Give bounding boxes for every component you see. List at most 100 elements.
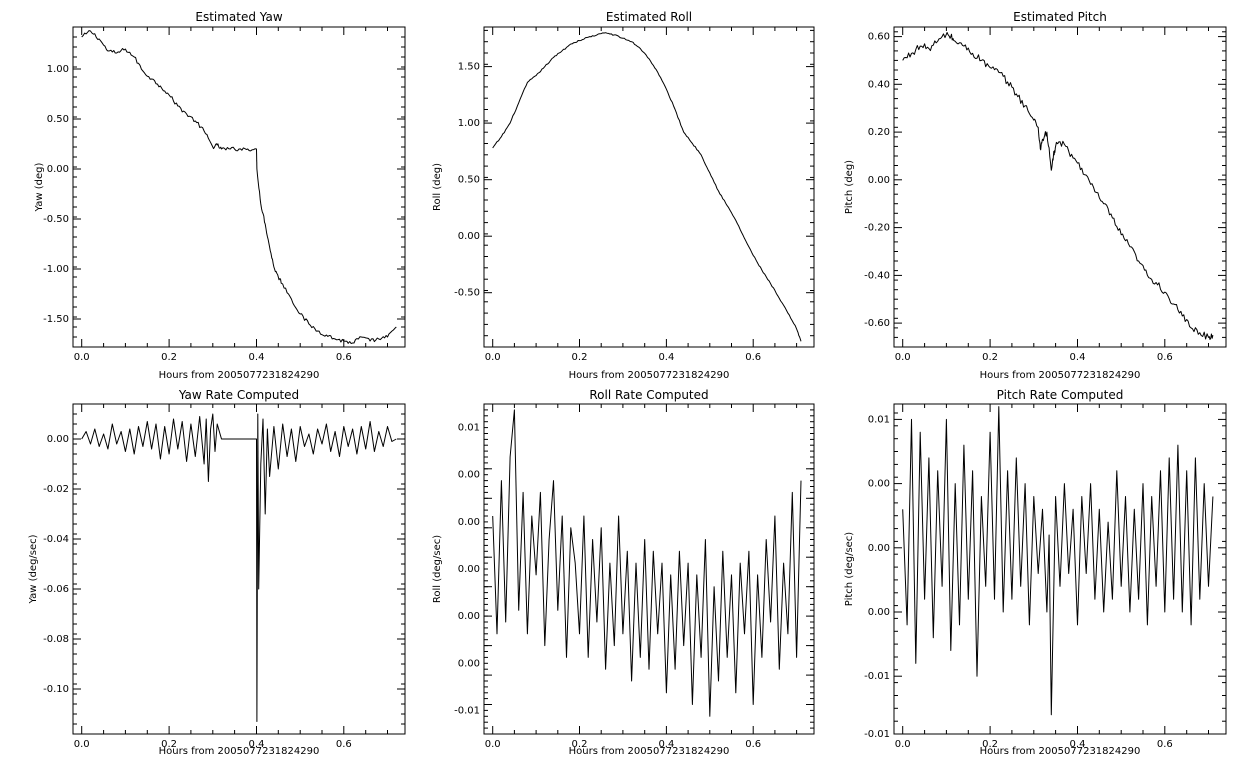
plot-frame: [72, 26, 406, 348]
y-tick-label: -0.60: [864, 318, 890, 329]
plot-frame: [483, 26, 815, 348]
y-tick-label: 0.00: [47, 434, 69, 445]
x-tick-label: 0.4: [658, 352, 674, 363]
tick-group: 0.0 0.2 0.4 0.6 0.00 -0.02 -0.04 -0.06 -0.08 -0.1…: [43, 404, 405, 750]
x-tick-label: 0.0: [485, 739, 501, 750]
y-tick-label: 0.50: [47, 114, 69, 125]
y-tick-label: 0.01: [868, 414, 890, 425]
chart-title: Pitch Rate Computed: [997, 388, 1124, 402]
y-tick-label: 0.00: [47, 164, 69, 175]
plot-frame: [72, 403, 406, 735]
y-tick-label: -0.06: [43, 584, 69, 595]
tick-group: 0.0 0.2 0.4 0.6 0.01 0.00 0.00 0.00 0.00 0.00 -0.0…: [454, 404, 814, 750]
panel-estimated-yaw: Estimated Yaw Hours from 200507723182429…: [34, 10, 406, 381]
y-axis-label: Roll (deg/sec): [432, 535, 443, 603]
x-tick-label: 0.6: [336, 352, 352, 363]
series-line: [902, 32, 1214, 340]
y-tick-label: -0.02: [43, 484, 69, 495]
tick-group: 0.0 0.2 0.4 0.6 0.60 0.40 0.20 0.00 -0.20 -0.40 -0…: [864, 27, 1226, 363]
y-tick-label: 0.00: [868, 607, 890, 618]
y-tick-label: 0.01: [458, 423, 480, 434]
plot-frame: [893, 403, 1227, 735]
y-tick-label: 0.00: [868, 175, 890, 186]
plot-frame: [893, 26, 1227, 348]
y-tick-label: 0.60: [868, 32, 890, 43]
x-axis-label: Hours from 2005077231824290: [159, 370, 320, 381]
y-tick-label: -0.08: [43, 634, 69, 645]
x-tick-label: 0.6: [1157, 739, 1173, 750]
x-tick-label: 0.0: [74, 352, 90, 363]
x-tick-label: 0.2: [982, 739, 998, 750]
tick-group: 0.0 0.2 0.4 0.6 1.00 0.50 0.00 -0.50 -1.00 -1.50: [43, 27, 405, 363]
x-tick-label: 0.6: [745, 739, 761, 750]
x-tick-label: 0.2: [161, 352, 177, 363]
x-axis-label: Hours from 2005077231824290: [159, 746, 320, 757]
y-tick-label: -0.40: [864, 270, 890, 281]
panel-yaw-rate-computed: Yaw Rate Computed Hours from 20050772318…: [28, 388, 406, 757]
x-tick-label: 0.6: [1157, 352, 1173, 363]
panel-estimated-roll: Estimated Roll Hours from 20050772318242…: [432, 10, 815, 381]
y-tick-label: 1.00: [458, 118, 480, 129]
y-tick-label: 0.50: [458, 175, 480, 186]
tick-group: 0.0 0.2 0.4 0.6 0.01 0.00 0.00 0.00 -0.01 -0.01: [864, 404, 1226, 750]
y-tick-label: 0.00: [458, 658, 480, 669]
y-tick-label: -0.50: [454, 288, 480, 299]
chart-title: Estimated Yaw: [195, 10, 282, 24]
y-tick-label: -0.01: [864, 729, 890, 740]
y-tick-label: -0.50: [43, 214, 69, 225]
x-tick-label: 0.4: [658, 739, 674, 750]
y-tick-label: 1.00: [47, 64, 69, 75]
y-tick-label: 0.00: [458, 611, 480, 622]
x-tick-label: 0.0: [485, 352, 501, 363]
y-tick-label: -0.20: [864, 223, 890, 234]
y-tick-label: 1.50: [458, 62, 480, 73]
y-tick-label: -0.04: [43, 534, 69, 545]
series-line: [492, 32, 802, 342]
y-tick-label: 0.00: [458, 470, 480, 481]
x-tick-label: 0.6: [336, 739, 352, 750]
x-axis-label: Hours from 2005077231824290: [980, 746, 1141, 757]
series-line: [81, 413, 397, 722]
y-tick-label: 0.20: [868, 127, 890, 138]
chart-title: Estimated Pitch: [1013, 10, 1107, 24]
y-tick-label: 0.00: [458, 564, 480, 575]
x-tick-label: 0.4: [1070, 352, 1086, 363]
x-tick-label: 0.2: [572, 739, 588, 750]
plot-frame: [483, 403, 815, 735]
panel-pitch-rate-computed: Pitch Rate Computed Hours from 200507723…: [844, 388, 1227, 757]
x-tick-label: 0.2: [982, 352, 998, 363]
x-tick-label: 0.2: [161, 739, 177, 750]
series-line: [492, 409, 802, 717]
x-tick-label: 0.0: [895, 352, 911, 363]
y-tick-label: 0.00: [458, 517, 480, 528]
y-axis-label: Roll (deg): [432, 163, 443, 211]
y-tick-label: 0.00: [458, 231, 480, 242]
x-tick-label: 0.4: [249, 352, 265, 363]
chart-title: Yaw Rate Computed: [178, 388, 299, 402]
series-line: [81, 30, 397, 344]
y-tick-label: 0.00: [868, 543, 890, 554]
x-tick-label: 0.0: [74, 739, 90, 750]
y-tick-label: -0.01: [864, 671, 890, 682]
x-tick-label: 0.4: [1070, 739, 1086, 750]
y-tick-label: -1.00: [43, 264, 69, 275]
chart-title: Roll Rate Computed: [589, 388, 708, 402]
y-tick-label: 0.40: [868, 79, 890, 90]
x-tick-label: 0.4: [249, 739, 265, 750]
x-axis-label: Hours from 2005077231824290: [569, 370, 730, 381]
x-tick-label: 0.6: [745, 352, 761, 363]
chart-title: Estimated Roll: [606, 10, 692, 24]
y-tick-label: -0.10: [43, 684, 69, 695]
tick-group: 0.0 0.2 0.4 0.6 1.50 1.00 0.50 0.00 -0.50: [454, 27, 814, 363]
y-tick-label: -1.50: [43, 314, 69, 325]
y-axis-label: Pitch (deg/sec): [844, 532, 855, 607]
series-line: [902, 406, 1214, 716]
panel-estimated-pitch: Estimated Pitch Hours from 2005077231824…: [844, 10, 1227, 381]
x-axis-label: Hours from 2005077231824290: [980, 370, 1141, 381]
y-tick-label: 0.00: [868, 479, 890, 490]
y-axis-label: Yaw (deg): [34, 162, 45, 212]
y-tick-label: -0.01: [454, 705, 480, 716]
x-tick-label: 0.2: [572, 352, 588, 363]
y-axis-label: Yaw (deg/sec): [28, 534, 39, 604]
